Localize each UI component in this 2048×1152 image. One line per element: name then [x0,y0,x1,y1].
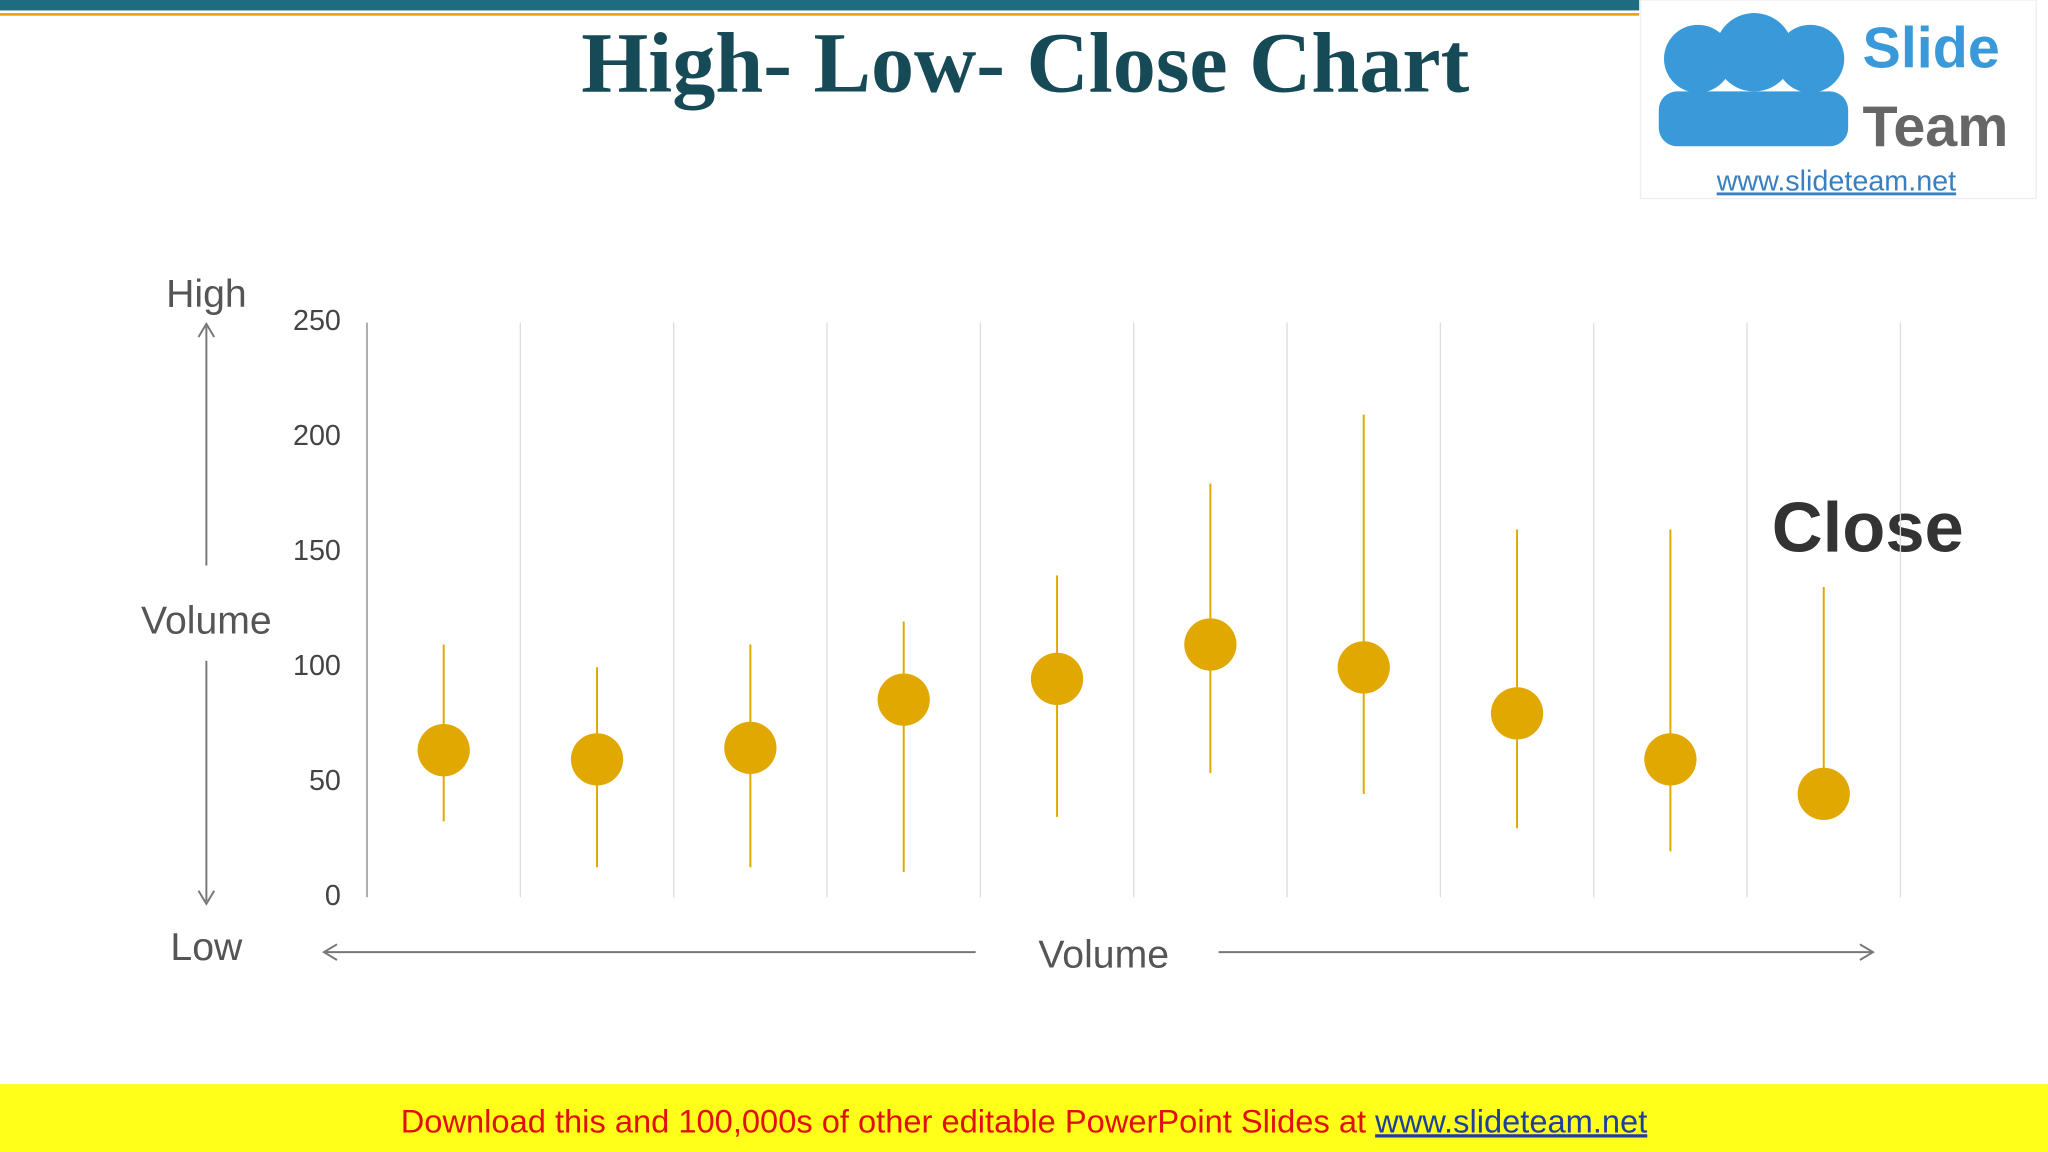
y-tick-label: 250 [293,305,341,337]
plot: 0 50 100 150 200 250 [293,305,1902,912]
y-tick-label: 150 [293,535,341,567]
y-axis-label: High [166,273,247,316]
annotation: Close [1772,488,1964,567]
close-point [1644,733,1697,786]
logo: Slide Team www.slideteam.net [1639,0,2037,200]
logo-url[interactable]: www.slideteam.net [1716,165,1956,197]
y-axis-label: Low [170,926,243,969]
axis-arrows [197,322,1875,961]
close-point [570,733,624,786]
title: High- Low- Close Chart [581,15,1469,111]
arrow-head [197,322,216,338]
logo-icon [1714,13,1794,92]
x-axis-label: Volume [1038,934,1169,977]
close-point [724,721,777,775]
logo-text: Team [1863,95,2009,159]
close-point [1184,618,1237,671]
arrow-head [322,943,338,961]
logo-icon [1776,24,1845,93]
close-point [417,724,470,777]
top-bar-accent [0,13,1640,16]
close-point [1337,641,1390,694]
footer: Download this and 100,000s of other edit… [401,1102,1648,1139]
y-tick-label: 100 [293,650,341,682]
close-point [1030,652,1084,706]
y-axis-label: Volume [141,599,272,642]
close-point [1797,767,1850,820]
footer-band [0,1084,2048,1152]
footer-text: Download this and 100,000s of other edit… [401,1102,1375,1139]
logo-icon [1664,24,1732,93]
y-tick-label: 200 [293,420,341,452]
close-point [877,673,930,726]
arrow-head [1859,943,1875,961]
close-point [1490,687,1544,740]
arrow-head [197,890,216,906]
logo-icon [1658,91,1849,147]
top-bar [0,0,1640,11]
footer-link[interactable]: www.slideteam.net [1374,1102,1647,1139]
logo-text: Slide [1863,16,2000,80]
y-tick-label: 50 [309,765,341,797]
y-tick-label: 0 [325,880,341,912]
